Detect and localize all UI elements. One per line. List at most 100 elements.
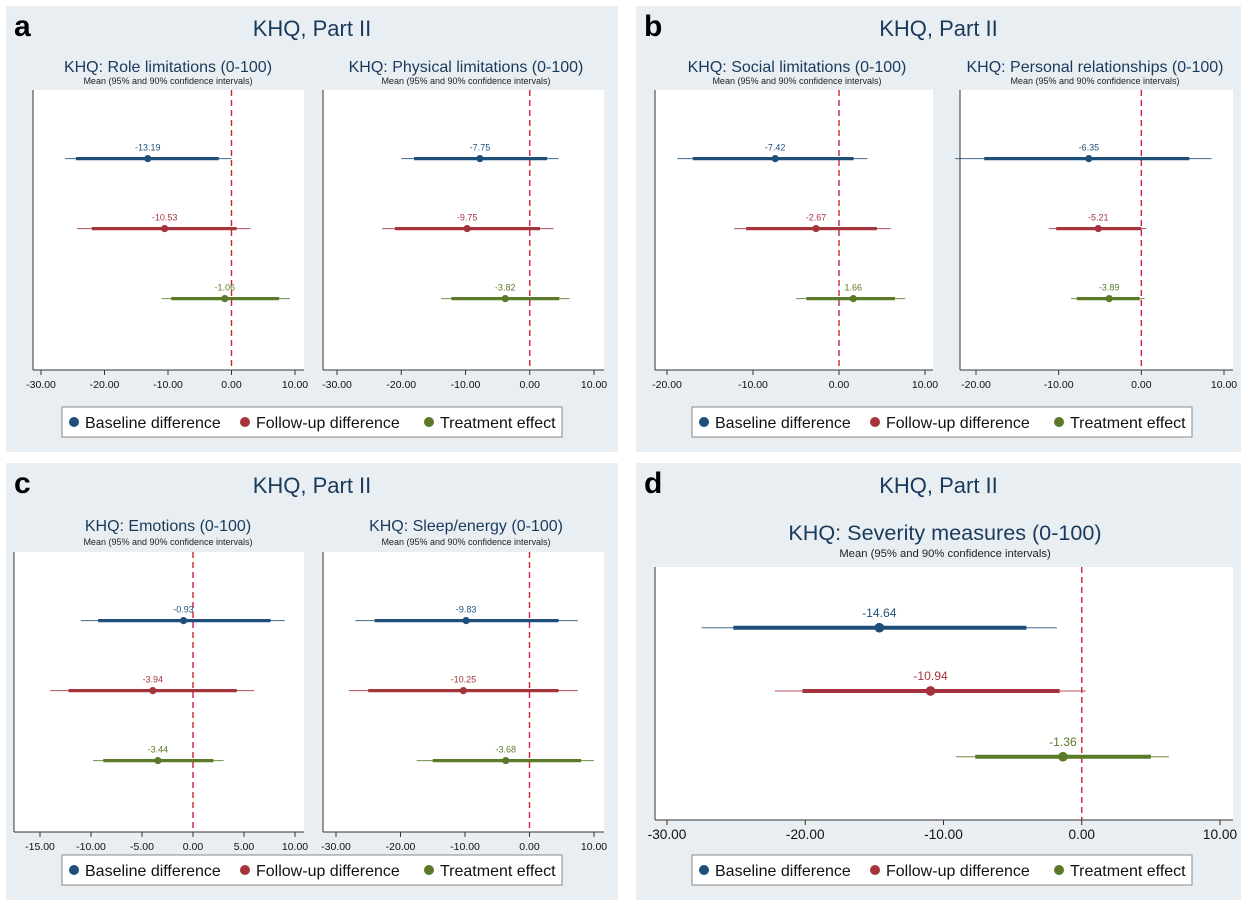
- legend-label: Baseline difference: [85, 415, 221, 432]
- legend-label: Baseline difference: [715, 415, 851, 432]
- estimate-label: -7.75: [470, 143, 491, 153]
- estimate-label: -9.75: [457, 213, 478, 223]
- legend-label: Follow-up difference: [256, 415, 400, 432]
- estimate-point: [874, 622, 885, 633]
- legend-marker: [424, 865, 434, 875]
- chart-subtitle: Mean (95% and 90% confidence intervals): [1010, 76, 1179, 86]
- estimate-point: [1085, 155, 1093, 163]
- x-tick-label: -20.00: [961, 379, 991, 391]
- estimate-point: [1094, 225, 1102, 233]
- x-tick-label: -10.00: [738, 379, 768, 391]
- x-tick-label: -30.00: [648, 827, 687, 842]
- legend-box: [691, 406, 1193, 438]
- panel-title: KHQ, Part II: [879, 16, 998, 41]
- estimate-label: -10.94: [913, 669, 948, 683]
- x-tick-label: 10.00: [282, 841, 308, 853]
- x-tick-label: -10.00: [924, 827, 963, 842]
- x-tick-label: -30.00: [321, 841, 351, 853]
- panel-title: KHQ, Part II: [879, 473, 998, 498]
- panel-letter: b: [644, 10, 662, 43]
- estimate-label: -3.68: [496, 745, 517, 755]
- chart-subtitle: Mean (95% and 90% confidence intervals): [83, 76, 252, 86]
- estimate-point: [476, 155, 484, 163]
- x-tick-label: -20.00: [386, 379, 416, 391]
- legend-label: Follow-up difference: [886, 415, 1030, 432]
- estimate-point: [812, 225, 820, 233]
- x-tick-label: -20.00: [90, 379, 120, 391]
- estimate-point: [221, 295, 229, 303]
- chart-subtitle: Mean (95% and 90% confidence intervals): [83, 537, 252, 547]
- estimate-label: -3.89: [1099, 283, 1120, 293]
- estimate-label: -5.21: [1088, 213, 1109, 223]
- chart-title: KHQ: Physical limitations (0-100): [349, 59, 584, 76]
- estimate-point: [849, 295, 857, 303]
- x-tick-label: 10.00: [1203, 827, 1238, 842]
- estimate-label: -3.44: [148, 745, 169, 755]
- x-tick-label: -10.00: [1044, 379, 1074, 391]
- estimate-point: [459, 687, 467, 695]
- legend-marker: [870, 865, 880, 875]
- panel-title: KHQ, Part II: [253, 473, 372, 498]
- estimate-point: [771, 155, 779, 163]
- estimate-label: -3.94: [143, 675, 164, 685]
- estimate-point: [144, 155, 152, 163]
- x-tick-label: 10.00: [581, 379, 607, 391]
- estimate-point: [1105, 295, 1113, 303]
- plot-area: [655, 567, 1233, 820]
- x-tick-label: 0.00: [519, 841, 540, 853]
- estimate-label: -10.25: [451, 675, 477, 685]
- estimate-label: -9.83: [456, 605, 477, 615]
- legend-marker: [1054, 865, 1064, 875]
- estimate-label: -10.53: [152, 213, 178, 223]
- chart-subtitle: Mean (95% and 90% confidence intervals): [839, 548, 1051, 560]
- estimate-point: [1058, 751, 1068, 762]
- chart-title: KHQ: Role limitations (0-100): [64, 59, 272, 76]
- x-tick-label: -20.00: [386, 841, 416, 853]
- legend-box: [691, 854, 1193, 886]
- estimate-label: -0.93: [173, 605, 194, 615]
- x-tick-label: 5.00: [234, 841, 255, 853]
- estimate-label: -1.06: [215, 283, 236, 293]
- x-tick-label: -30.00: [26, 379, 56, 391]
- panel-title: KHQ, Part II: [253, 16, 372, 41]
- estimate-point: [161, 225, 169, 233]
- legend-box: [61, 854, 563, 886]
- legend-marker: [870, 417, 880, 427]
- legend-label: Baseline difference: [715, 863, 851, 880]
- estimate-point: [925, 686, 936, 696]
- x-tick-label: -5.00: [130, 841, 154, 853]
- estimate-label: -7.42: [765, 143, 786, 153]
- estimate-point: [501, 295, 509, 303]
- legend-label: Treatment effect: [440, 415, 556, 432]
- legend-marker: [240, 865, 250, 875]
- estimate-point: [149, 687, 157, 695]
- legend-marker: [240, 417, 250, 427]
- estimate-label: -14.64: [862, 606, 897, 620]
- x-tick-label: -20.00: [786, 827, 825, 842]
- chart-subtitle: Mean (95% and 90% confidence intervals): [381, 76, 550, 86]
- x-tick-label: -10.00: [153, 379, 183, 391]
- x-tick-label: 10.00: [1211, 379, 1237, 391]
- panel-letter: d: [644, 467, 662, 500]
- estimate-label: -1.36: [1049, 735, 1077, 749]
- x-tick-label: -30.00: [322, 379, 352, 391]
- estimate-point: [154, 757, 162, 765]
- estimate-label: 1.66: [845, 283, 863, 293]
- legend-box: [61, 406, 563, 438]
- chart-title: KHQ: Personal relationships (0-100): [966, 59, 1223, 76]
- estimate-label: -6.35: [1079, 143, 1100, 153]
- legend-marker: [424, 417, 434, 427]
- x-tick-label: 0.00: [1131, 379, 1152, 391]
- legend-label: Treatment effect: [440, 863, 556, 880]
- x-tick-label: 0.00: [221, 379, 242, 391]
- legend-marker: [699, 865, 709, 875]
- x-tick-label: 0.00: [1068, 827, 1095, 842]
- x-tick-label: 0.00: [520, 379, 541, 391]
- legend-marker: [69, 865, 79, 875]
- estimate-label: -13.19: [135, 143, 161, 153]
- chart-subtitle: Mean (95% and 90% confidence intervals): [712, 76, 881, 86]
- panel-letter: a: [14, 10, 31, 43]
- estimate-point: [179, 617, 188, 625]
- estimate-point: [462, 617, 470, 625]
- x-tick-label: -10.00: [451, 379, 481, 391]
